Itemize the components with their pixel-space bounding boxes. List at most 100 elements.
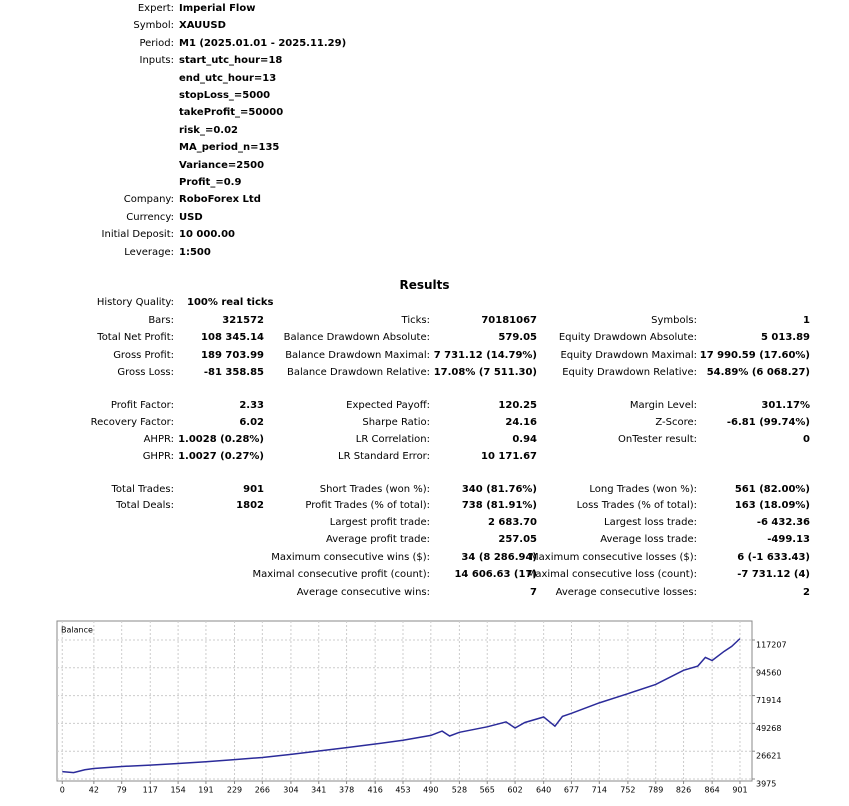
- result-label: Total Trades:: [111, 484, 175, 495]
- result-label: Loss Trades (% of total):: [576, 500, 697, 511]
- header-value: USD: [179, 211, 203, 223]
- header-label: Inputs:: [139, 55, 174, 67]
- x-tick-label: 378: [339, 786, 354, 795]
- result-label: Average consecutive wins:: [296, 587, 430, 598]
- header-label: Leverage:: [124, 246, 174, 258]
- result-label: Symbols:: [651, 315, 697, 326]
- x-tick-label: 304: [283, 786, 298, 795]
- header-label: Symbol:: [133, 20, 174, 32]
- header-label: Period:: [139, 37, 174, 49]
- x-tick-label: 864: [704, 786, 719, 795]
- result-label: Profit Factor:: [110, 400, 174, 411]
- result-label: Short Trades (won %):: [319, 484, 430, 495]
- result-label: GHPR:: [142, 451, 174, 462]
- result-value: 301.17%: [761, 400, 810, 411]
- result-label: Total Deals:: [116, 500, 174, 511]
- result-value: 17.08% (7 511.30): [433, 367, 537, 378]
- result-label: LR Standard Error:: [338, 451, 430, 462]
- x-tick-label: 229: [227, 786, 242, 795]
- header-value: Imperial Flow: [179, 3, 256, 14]
- result-label: Total Net Profit:: [97, 332, 174, 343]
- header-label: Company:: [123, 194, 174, 206]
- result-label: Z-Score:: [655, 417, 697, 428]
- result-label: Sharpe Ratio:: [362, 417, 430, 428]
- result-label: Average profit trade:: [325, 534, 430, 545]
- x-tick-label: 117: [143, 786, 158, 795]
- result-value: 6 (-1 633.43): [737, 552, 810, 563]
- x-tick-label: 714: [592, 786, 607, 795]
- y-tick-label: 3975: [756, 779, 776, 788]
- result-label: OnTester result:: [617, 434, 697, 445]
- x-tick-label: 79: [117, 786, 127, 795]
- result-value: 17 990.59 (17.60%): [699, 350, 810, 361]
- result-value: 163 (18.09%): [734, 500, 810, 511]
- result-label: Balance Drawdown Relative:: [286, 367, 430, 378]
- y-tick-label: 71914: [756, 696, 781, 705]
- x-tick-label: 789: [648, 786, 663, 795]
- result-label: Maximum consecutive wins ($):: [271, 552, 430, 563]
- result-value: 7: [530, 587, 537, 598]
- result-label: Margin Level:: [629, 400, 697, 411]
- result-value: 24.16: [505, 417, 537, 428]
- result-label: Expected Payoff:: [346, 400, 430, 411]
- x-tick-label: 453: [395, 786, 410, 795]
- result-value: 120.25: [498, 400, 537, 411]
- result-value: 34 (8 286.94): [461, 552, 537, 563]
- result-label: Gross Loss:: [117, 367, 174, 378]
- result-value: 108 345.14: [201, 332, 264, 343]
- x-tick-label: 528: [452, 786, 467, 795]
- result-label: Recovery Factor:: [90, 417, 174, 428]
- result-value: -6.81 (99.74%): [726, 417, 810, 428]
- x-tick-label: 901: [732, 786, 747, 795]
- result-value: 0: [803, 434, 810, 445]
- balance-line: [62, 638, 741, 774]
- x-tick-label: 565: [480, 786, 495, 795]
- result-value: 340 (81.76%): [461, 484, 537, 495]
- result-value: 2.33: [239, 400, 264, 411]
- x-tick-label: 0: [60, 786, 65, 795]
- result-value: 10 171.67: [481, 451, 537, 462]
- header-value: risk_=0.02: [179, 124, 239, 136]
- header-value: end_utc_hour=13: [179, 72, 277, 84]
- header-value: start_utc_hour=18: [179, 55, 283, 67]
- header-value: 10 000.00: [179, 229, 235, 241]
- result-label: Equity Drawdown Absolute:: [558, 332, 697, 343]
- result-label: AHPR:: [143, 434, 174, 445]
- y-tick-label: 26621: [756, 752, 781, 761]
- result-value: -7 731.12 (4): [737, 569, 810, 580]
- header-value: RoboForex Ltd: [179, 194, 261, 206]
- result-value: 6.02: [239, 417, 264, 428]
- result-value: 1.0027 (0.27%): [178, 451, 264, 462]
- result-label: Maximal consecutive loss (count):: [526, 569, 697, 580]
- x-tick-label: 416: [368, 786, 383, 795]
- result-value: 321572: [222, 315, 264, 326]
- y-tick-label: 49268: [756, 724, 781, 733]
- x-tick-label: 341: [311, 786, 326, 795]
- result-label: Balance Drawdown Absolute:: [283, 332, 430, 343]
- chart-title: Balance: [61, 626, 93, 635]
- x-tick-label: 602: [507, 786, 522, 795]
- result-value: 0.94: [512, 434, 537, 445]
- result-value: 561 (82.00%): [734, 484, 810, 495]
- header-value: stopLoss_=5000: [179, 90, 271, 101]
- result-value: 1802: [236, 500, 264, 511]
- result-value: 738 (81.91%): [461, 500, 537, 511]
- x-tick-label: 677: [564, 786, 579, 795]
- x-tick-label: 752: [620, 786, 635, 795]
- result-label: Largest loss trade:: [604, 517, 697, 528]
- header-value: Profit_=0.9: [179, 177, 242, 188]
- x-tick-label: 191: [198, 786, 213, 795]
- result-value: 7 731.12 (14.79%): [433, 350, 537, 361]
- header-value: MA_period_n=135: [179, 142, 280, 154]
- plot-area: [56, 620, 753, 782]
- y-tick-label: 117207: [756, 641, 787, 650]
- result-label: Ticks:: [401, 315, 430, 326]
- result-value: -81 358.85: [203, 367, 264, 378]
- result-value: 14 606.63 (17): [454, 569, 537, 580]
- header-value: Variance=2500: [179, 159, 265, 171]
- result-label: Balance Drawdown Maximal:: [285, 350, 430, 361]
- result-value: 54.89% (6 068.27): [706, 367, 810, 378]
- result-value: -6 432.36: [756, 517, 810, 528]
